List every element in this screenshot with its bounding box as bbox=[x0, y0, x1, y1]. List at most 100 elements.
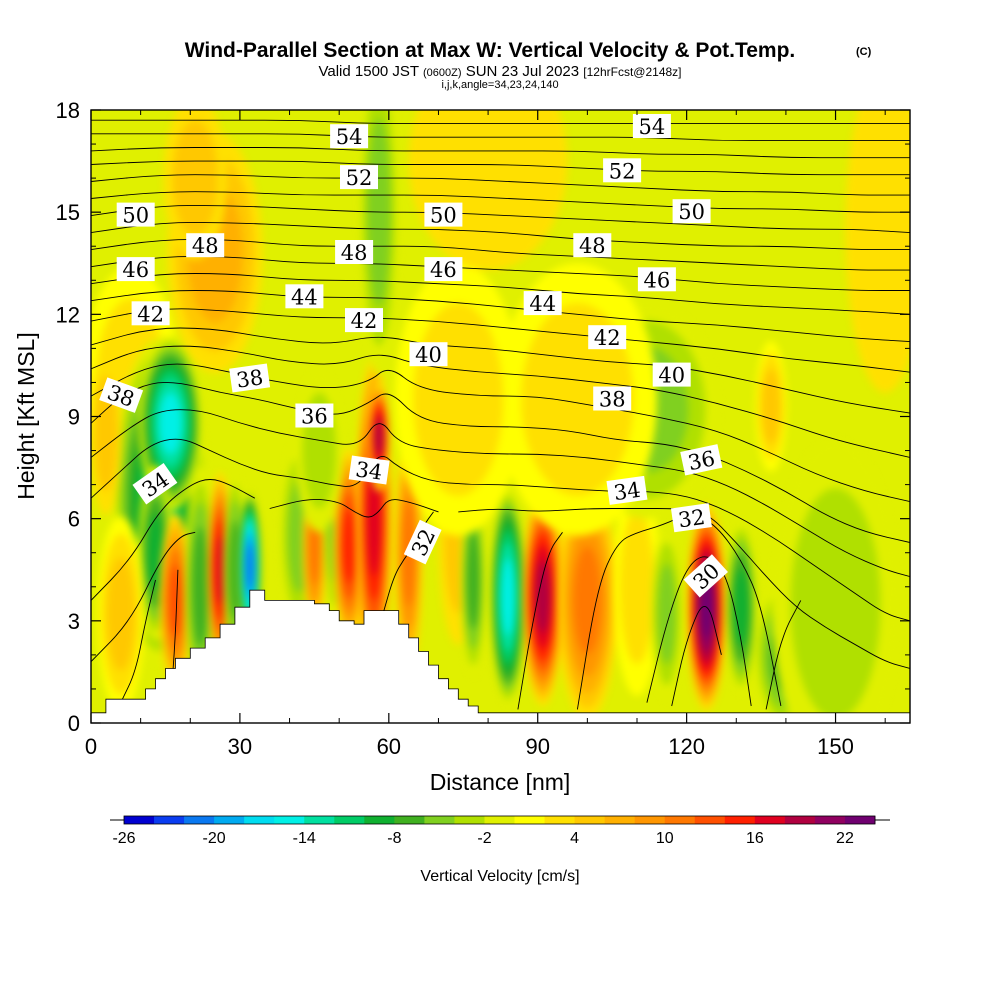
colorbar-swatch bbox=[574, 816, 606, 824]
contour-label: 52 bbox=[603, 158, 642, 183]
isentrope-line bbox=[91, 479, 256, 601]
contour-label-box bbox=[285, 284, 324, 309]
contour-label-text: 44 bbox=[529, 292, 556, 316]
contour-label-text: 40 bbox=[658, 364, 685, 388]
contour-label-box bbox=[424, 202, 463, 227]
velocity-cell bbox=[96, 515, 145, 713]
isentrope-line bbox=[91, 119, 910, 125]
chart-title: Wind-Parallel Section at Max W: Vertical… bbox=[185, 39, 796, 62]
contour-label-text: 46 bbox=[644, 268, 671, 292]
velocity-cell bbox=[557, 480, 618, 721]
colorbar-swatch bbox=[544, 816, 575, 824]
velocity-level bbox=[215, 535, 225, 605]
contour-label-text: 48 bbox=[579, 234, 606, 258]
colorbar-swatch bbox=[784, 816, 816, 824]
x-tick-label: 0 bbox=[85, 734, 97, 759]
velocity-level bbox=[573, 546, 601, 655]
contour-label: 48 bbox=[186, 233, 225, 258]
colorbar-swatch bbox=[184, 816, 215, 824]
contour-label-box bbox=[186, 233, 225, 258]
velocity-cell bbox=[489, 488, 527, 706]
colorbar-tick-label: 4 bbox=[570, 830, 579, 847]
contour-label-text: 54 bbox=[639, 115, 666, 139]
contour-label-box bbox=[637, 267, 676, 292]
contour-label: 50 bbox=[116, 202, 155, 228]
y-tick-label: 6 bbox=[68, 507, 80, 532]
y-tick-label: 12 bbox=[56, 302, 80, 327]
contour-label-box bbox=[670, 503, 712, 533]
colorbar-swatch bbox=[244, 816, 275, 824]
x-tick-label: 90 bbox=[525, 734, 549, 759]
isentrope-line bbox=[91, 204, 910, 234]
y-axis-label: Height [Kft MSL] bbox=[13, 332, 39, 499]
x-tick-label: 120 bbox=[668, 734, 705, 759]
colorbar-swatch bbox=[604, 816, 636, 824]
colorbar-tick-label: 22 bbox=[836, 830, 854, 847]
isentrope-line bbox=[120, 579, 156, 703]
isentrope-line bbox=[517, 532, 563, 710]
contour-label: 36 bbox=[295, 403, 334, 429]
contour-label-box bbox=[683, 554, 728, 598]
contour-label-text: 46 bbox=[430, 258, 457, 282]
velocity-level bbox=[246, 543, 254, 590]
subtitle-utc: (0600Z) bbox=[423, 67, 462, 79]
isentrope-line bbox=[671, 606, 722, 707]
contour-label: 34 bbox=[606, 475, 648, 505]
colorbar-tick-label: 16 bbox=[746, 830, 764, 847]
contour-label-box bbox=[593, 386, 632, 411]
terrain bbox=[91, 589, 910, 723]
contour-label-box bbox=[335, 240, 374, 264]
contour-label-text: 38 bbox=[235, 365, 265, 392]
isentrope-line bbox=[269, 499, 439, 518]
contour-label-text: 52 bbox=[346, 166, 373, 190]
contour-label-text: 50 bbox=[678, 200, 705, 224]
isentrope-line bbox=[91, 531, 196, 663]
isentrope-line bbox=[91, 308, 910, 373]
isentrope-line bbox=[91, 409, 910, 578]
velocity-level bbox=[521, 303, 634, 496]
vertical-velocity-field bbox=[91, 110, 910, 723]
contour-label: 50 bbox=[424, 202, 463, 228]
colorbar-swatch bbox=[724, 816, 756, 824]
velocity-cell bbox=[613, 477, 661, 696]
velocity-level bbox=[107, 557, 135, 671]
colorbar-swatch bbox=[484, 816, 515, 824]
contour-label-box bbox=[116, 202, 155, 227]
velocity-level bbox=[343, 508, 356, 583]
velocity-level bbox=[228, 520, 241, 619]
contour-label-text: 34 bbox=[612, 478, 642, 505]
velocity-cell bbox=[725, 520, 758, 695]
velocity-level bbox=[466, 530, 480, 630]
contour-label-text: 32 bbox=[677, 505, 707, 532]
velocity-cell bbox=[91, 351, 122, 516]
velocity-cell bbox=[295, 368, 344, 533]
colorbar-tick-label: -14 bbox=[293, 830, 316, 847]
velocity-cell bbox=[394, 263, 522, 536]
colorbar-tick-label: -26 bbox=[112, 830, 135, 847]
velocity-level bbox=[147, 513, 164, 592]
contour-label-text: 50 bbox=[122, 204, 149, 228]
isentrope-line bbox=[91, 381, 910, 543]
contour-label-box bbox=[116, 257, 155, 282]
velocity-level bbox=[501, 558, 515, 636]
velocity-level bbox=[159, 392, 182, 455]
contour-label: 54 bbox=[632, 114, 671, 139]
velocity-level bbox=[790, 488, 881, 720]
colorbar-tick-label: -20 bbox=[203, 830, 226, 847]
colorbar-swatch bbox=[814, 816, 846, 824]
contour-label: 40 bbox=[652, 362, 691, 388]
contour-label-text: 42 bbox=[351, 309, 378, 333]
isentrope-line bbox=[765, 600, 802, 710]
contour-label-box bbox=[295, 403, 334, 428]
velocity-level bbox=[413, 303, 504, 496]
contour-label-text: 36 bbox=[301, 405, 328, 429]
contour-label-box bbox=[652, 362, 691, 387]
contour-label: 52 bbox=[340, 165, 378, 190]
contour-label-box bbox=[131, 301, 170, 326]
contour-label-box bbox=[348, 455, 390, 485]
isentrope-line bbox=[91, 327, 910, 414]
contour-label: 54 bbox=[330, 124, 369, 149]
contour-label-text: 44 bbox=[291, 285, 318, 309]
y-tick-label: 15 bbox=[56, 200, 80, 225]
